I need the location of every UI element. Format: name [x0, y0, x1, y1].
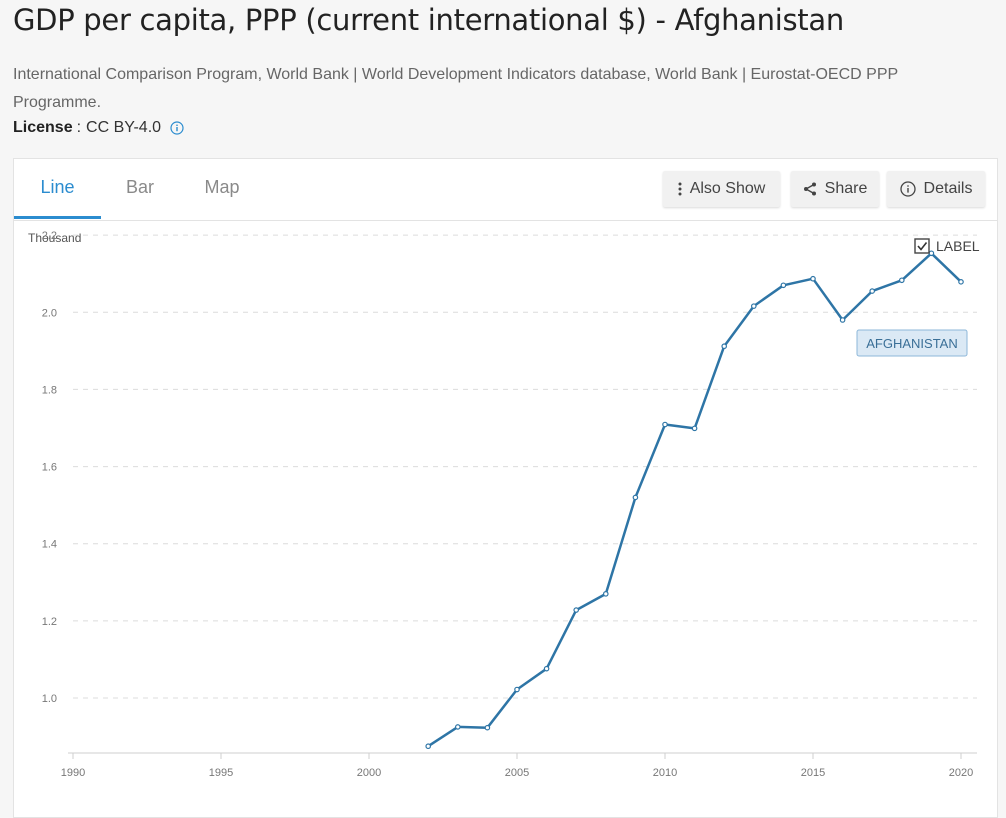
x-tick-label: 2015	[801, 767, 825, 779]
data-sources: International Comparison Program, World …	[13, 66, 898, 111]
y-tick-label: 1.0	[42, 693, 57, 705]
more-vertical-icon	[678, 182, 682, 196]
y-tick-label: 2.2	[42, 230, 57, 242]
label-toggle-text[interactable]: LABEL	[936, 238, 980, 254]
info-icon[interactable]	[170, 121, 184, 135]
data-point	[602, 591, 609, 597]
license-label: License	[13, 119, 73, 136]
y-tick-label: 1.8	[42, 384, 57, 396]
x-tick-label: 1990	[61, 767, 85, 779]
data-point	[543, 665, 550, 672]
tab-map[interactable]: Map	[204, 177, 240, 197]
y-tick-label: 1.2	[42, 616, 57, 628]
y-tick-label: 1.4	[42, 539, 57, 551]
data-point	[958, 279, 964, 285]
license-separator: :	[76, 119, 82, 136]
tab-bar-chart[interactable]: Bar	[125, 177, 154, 197]
data-point	[425, 743, 432, 750]
license-row: License : CC BY-4.0	[13, 119, 184, 137]
share-icon	[803, 182, 817, 196]
data-point	[484, 724, 491, 731]
x-tick-label: 2020	[949, 767, 973, 779]
share-button[interactable]: Share	[791, 171, 879, 207]
data-point	[928, 250, 935, 257]
page-title: GDP per capita, PPP (current internation…	[13, 3, 844, 37]
data-point	[839, 317, 846, 323]
data-point	[514, 686, 520, 693]
x-tick-label: 2005	[505, 767, 529, 779]
license-value[interactable]: CC BY-4.0	[86, 119, 162, 136]
series-label-box	[856, 329, 968, 357]
series-line	[427, 252, 962, 748]
tab-line[interactable]: Line	[14, 159, 101, 219]
details-button[interactable]: Details	[887, 171, 985, 207]
data-point	[721, 343, 728, 350]
data-point	[454, 724, 461, 730]
x-tick-label: 1995	[209, 767, 233, 779]
data-point	[691, 425, 698, 432]
data-point	[810, 275, 816, 282]
label-checkbox[interactable]	[914, 238, 930, 254]
share-label: Share	[824, 180, 868, 197]
data-point	[898, 277, 905, 284]
y-tick-label: 2.0	[42, 307, 57, 319]
info-circle-icon	[899, 181, 916, 197]
data-point	[869, 288, 876, 294]
tab-bar: Line Bar Map Also Show Share Details	[14, 159, 997, 221]
details-label: Details	[923, 180, 973, 197]
series-label: AFGHANISTAN	[866, 336, 958, 351]
data-point	[662, 421, 668, 428]
data-point	[573, 607, 580, 613]
y-tick-label: 1.6	[42, 462, 57, 474]
data-point	[750, 303, 757, 309]
x-tick-label: 2010	[653, 767, 677, 779]
also-show-button[interactable]: Also Show	[663, 171, 780, 207]
chart-card: Line Bar Map Also Show Share Details	[13, 158, 998, 818]
unit-label: Thousand	[28, 231, 81, 245]
checkmark-icon	[917, 242, 928, 251]
data-point	[632, 494, 639, 501]
also-show-label: Also Show	[689, 180, 766, 197]
x-tick-label: 2000	[357, 767, 381, 779]
data-point	[780, 282, 787, 289]
